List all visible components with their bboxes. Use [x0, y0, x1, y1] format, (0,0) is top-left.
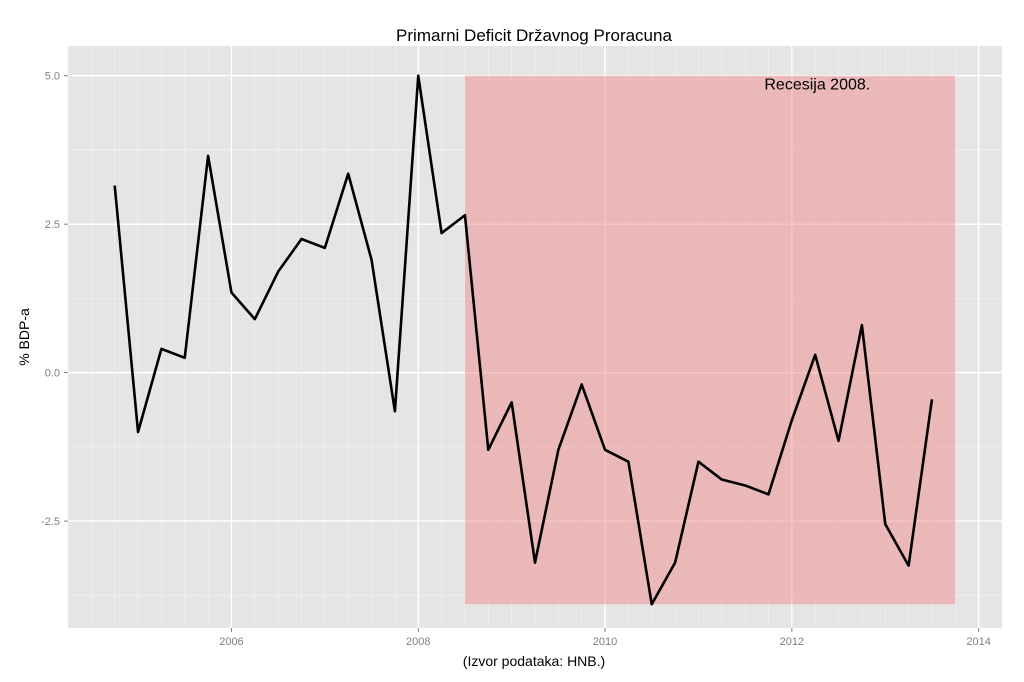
- data-point: [581, 383, 583, 385]
- x-tick-label: 2014: [966, 636, 990, 648]
- data-point: [674, 561, 676, 563]
- recession-annotation: Recesija 2008.: [764, 77, 870, 94]
- data-point: [697, 461, 699, 463]
- major-grid: [68, 46, 1002, 628]
- data-point: [767, 493, 769, 495]
- chart-title: Primarni Deficit Državnog Proracuna: [396, 26, 672, 45]
- data-point: [464, 214, 466, 216]
- data-point: [604, 449, 606, 451]
- y-tick-label: 5.0: [45, 71, 60, 83]
- data-point: [440, 232, 442, 234]
- data-point: [931, 398, 933, 400]
- recession-shaded-region: [464, 75, 956, 605]
- y-axis-title: % BDP-a: [16, 308, 32, 366]
- data-point: [884, 523, 886, 525]
- data-point: [417, 74, 419, 76]
- data-point: [230, 291, 232, 293]
- data-point: [254, 318, 256, 320]
- data-point: [721, 478, 723, 480]
- data-point: [837, 440, 839, 442]
- data-point: [277, 270, 279, 272]
- deficit-series-line: [113, 74, 934, 606]
- data-point: [137, 431, 139, 433]
- x-tick-label: 2010: [593, 636, 617, 648]
- data-point: [394, 410, 396, 412]
- data-point: [744, 484, 746, 486]
- data-point: [324, 247, 326, 249]
- data-point: [114, 184, 116, 186]
- data-point: [534, 561, 536, 563]
- data-point: [651, 603, 653, 605]
- data-point: [300, 238, 302, 240]
- data-point: [557, 449, 559, 451]
- x-tick-label: 2006: [219, 636, 243, 648]
- x-tick-label: 2012: [780, 636, 804, 648]
- data-point: [207, 155, 209, 157]
- y-tick-label: 2.5: [45, 219, 60, 231]
- data-point: [627, 461, 629, 463]
- data-point: [370, 259, 372, 261]
- data-point: [160, 348, 162, 350]
- y-tick-label: -2.5: [41, 516, 60, 528]
- y-tick-label: 0.0: [45, 368, 60, 380]
- x-axis-title: (Izvor podataka: HNB.): [463, 653, 605, 669]
- data-point: [510, 401, 512, 403]
- data-point: [791, 419, 793, 421]
- data-point: [861, 324, 863, 326]
- data-point: [487, 449, 489, 451]
- data-point: [814, 354, 816, 356]
- minor-grid: [67, 46, 1003, 628]
- x-axis-ticks: 2006 2008 2010 2012 2014: [219, 628, 991, 648]
- x-tick-label: 2008: [406, 636, 430, 648]
- y-axis-ticks: 5.0 2.5 0.0 -2.5: [41, 71, 68, 528]
- data-point: [347, 172, 349, 174]
- data-point: [184, 357, 186, 359]
- data-point: [907, 564, 909, 566]
